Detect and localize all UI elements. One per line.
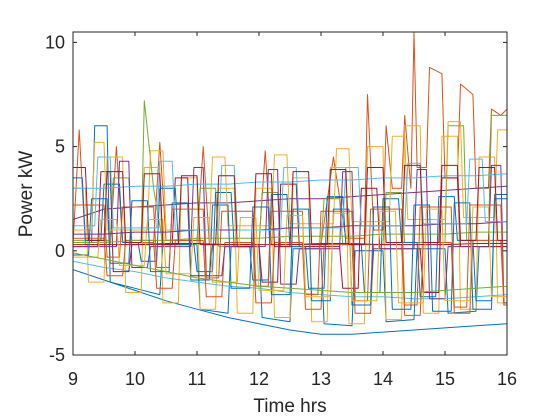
series-line-1 — [73, 269, 507, 335]
series-line-5 — [73, 185, 507, 220]
x-tick-label: 11 — [188, 369, 207, 389]
series-line-10 — [73, 237, 507, 316]
series-line-3 — [73, 32, 507, 246]
x-tick-label: 10 — [125, 369, 145, 389]
x-tick-labels: 9 10 11 12 13 14 15 16 — [68, 369, 517, 389]
series-line-21 — [73, 156, 507, 231]
y-tick-label: 5 — [55, 137, 65, 157]
y-axis-label: Power kW — [16, 151, 37, 238]
x-tick-label: 12 — [249, 369, 269, 389]
y-tick-label: 0 — [55, 241, 65, 261]
series-line-18 — [73, 206, 507, 304]
x-tick-label: 15 — [435, 369, 455, 389]
series-line-2 — [73, 125, 507, 327]
x-axis-label: Time hrs — [253, 396, 326, 417]
series-line-9 — [73, 177, 507, 302]
x-tick-label: 14 — [373, 369, 393, 389]
y-tick-label: 10 — [45, 32, 65, 52]
series-line-14 — [73, 173, 507, 189]
series-line-22 — [73, 164, 507, 248]
series-line-20 — [73, 252, 507, 293]
ticks-group — [72, 32, 508, 356]
x-tick-label: 16 — [497, 369, 517, 389]
series-line-19 — [73, 221, 507, 235]
x-tick-label: 9 — [68, 369, 78, 389]
series-line-16 — [73, 198, 507, 312]
axes-box — [72, 31, 508, 356]
y-tick-label: -5 — [49, 345, 65, 365]
series-group — [73, 32, 507, 335]
x-tick-label: 13 — [311, 369, 331, 389]
y-tick-labels: -5 0 5 10 — [45, 32, 65, 365]
